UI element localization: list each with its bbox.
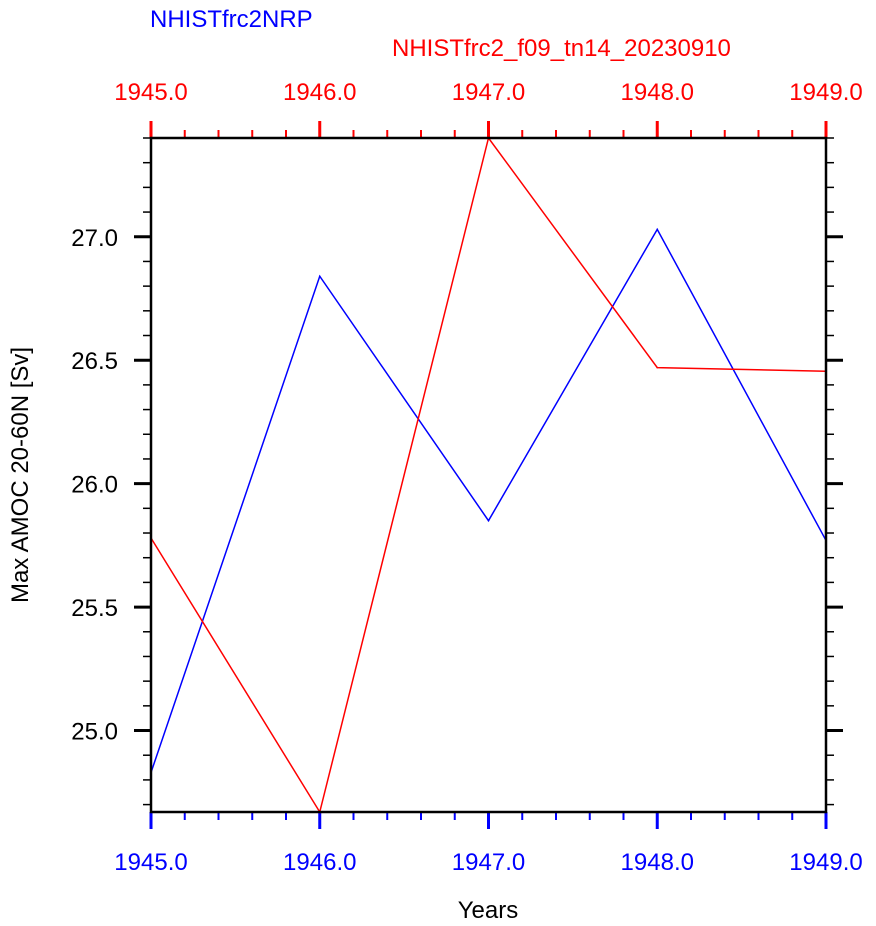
x-tick-label-top: 1949.0 [789,79,862,106]
y-tick-label: 26.5 [71,348,118,375]
y-tick-label: 25.0 [71,719,118,746]
series1-title: NHISTfrc2NRP [150,6,313,33]
x-tick-label-bottom: 1948.0 [621,849,694,876]
series2-title: NHISTfrc2_f09_tn14_20230910 [392,35,731,62]
x-tick-label-top: 1948.0 [621,79,694,106]
x-tick-label-top: 1946.0 [283,79,356,106]
series-1-point [487,519,490,522]
plot-frame [149,136,828,814]
y-tick-label: 27.0 [71,225,118,252]
x-axis-label: Years [458,897,519,924]
x-tick-label-bottom: 1945.0 [114,849,187,876]
y-tick-label: 25.5 [71,595,118,622]
y-tick-label: 26.0 [71,472,118,499]
x-tick-label-top: 1947.0 [452,79,525,106]
x-tick-label-bottom: 1947.0 [452,849,525,876]
x-tick-label-top: 1945.0 [114,79,187,106]
x-tick-label-bottom: 1946.0 [283,849,356,876]
series-2-point [656,366,659,369]
y-axis-label: Max AMOC 20-60N [Sv] [7,347,34,603]
series-1-point [318,275,321,278]
x-tick-label-bottom: 1949.0 [789,849,862,876]
series-1-point [656,228,659,231]
series-line-1 [150,227,827,773]
